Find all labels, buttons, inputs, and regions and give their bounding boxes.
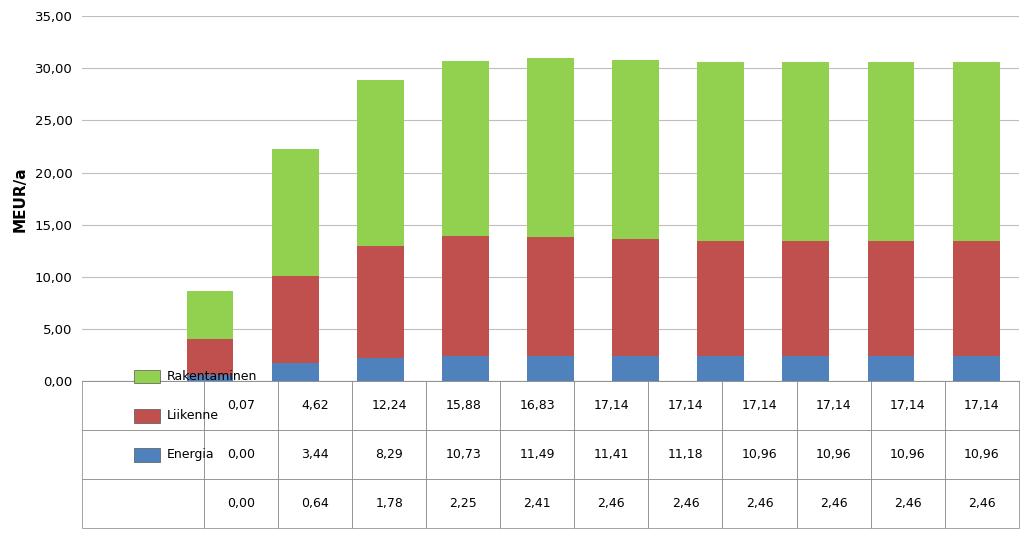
Text: Energia: Energia [167,448,214,462]
Bar [782,62,829,241]
Bar [612,60,659,239]
Bar [272,149,319,276]
Bar [782,356,829,382]
Bar [186,375,234,382]
Y-axis label: MEUR/a: MEUR/a [12,166,28,231]
Bar [357,246,403,358]
Bar [867,356,915,382]
Bar [612,356,659,382]
Bar [953,62,999,241]
Bar [186,339,234,375]
Bar [272,276,319,363]
Bar [953,241,999,356]
Bar [272,363,319,382]
Text: Rakentaminen: Rakentaminen [167,370,256,383]
Bar [102,381,148,382]
Bar [527,356,574,382]
Bar [442,236,489,356]
Bar [527,237,574,356]
Bar [442,356,489,382]
Bar [442,61,489,236]
Bar [953,356,999,382]
Bar [698,356,744,382]
Bar [357,80,403,246]
Bar [867,62,915,241]
Bar [357,358,403,382]
Bar [698,241,744,356]
Bar [867,241,915,356]
Bar [698,62,744,241]
Bar [186,290,234,339]
Text: Liikenne: Liikenne [167,409,218,422]
Bar [612,239,659,356]
Bar [527,58,574,237]
Bar [782,241,829,356]
